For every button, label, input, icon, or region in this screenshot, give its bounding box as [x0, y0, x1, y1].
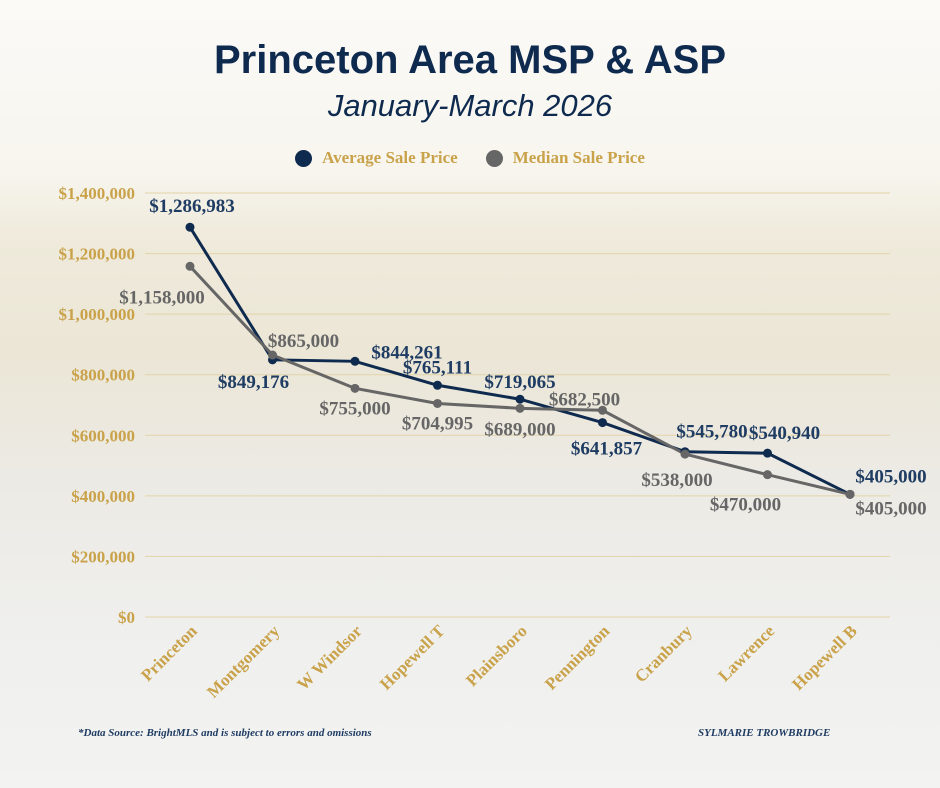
data-point — [598, 418, 607, 428]
legend-marker-asp — [295, 149, 313, 167]
legend-label-msp: Median Sale Price — [512, 148, 645, 167]
data-point — [185, 261, 195, 271]
legend-item-msp: Median Sale Price — [485, 148, 645, 168]
y-tick-label: $400,000 — [71, 487, 135, 506]
data-point — [350, 383, 360, 393]
data-label: $689,000 — [484, 419, 555, 440]
data-point — [185, 222, 195, 232]
data-point — [680, 449, 690, 459]
y-tick-label: $1,400,000 — [59, 184, 136, 203]
data-label: $755,000 — [319, 398, 390, 419]
y-tick-label: $0 — [118, 608, 135, 627]
data-label: $682,500 — [549, 389, 620, 410]
author-credit: SYLMARIE TROWBRIDGE — [698, 727, 831, 739]
x-tick-label: Lawrence — [714, 621, 778, 685]
data-label: $540,940 — [749, 423, 820, 444]
y-tick-label: $800,000 — [71, 366, 135, 385]
data-label: $849,176 — [218, 372, 289, 393]
legend: Average Sale Price Median Sale Price — [0, 148, 940, 168]
y-tick-label: $200,000 — [71, 547, 135, 566]
y-tick-label: $600,000 — [71, 426, 135, 445]
data-label: $405,000 — [855, 498, 926, 519]
data-label: $704,995 — [402, 413, 473, 434]
data-point — [515, 394, 525, 404]
data-point — [433, 380, 442, 390]
legend-marker-msp — [485, 149, 503, 167]
legend-label-asp: Average Sale Price — [322, 148, 458, 167]
x-tick-label: Princeton — [137, 621, 201, 685]
legend-item-asp: Average Sale Price — [295, 148, 458, 168]
data-point — [433, 398, 442, 408]
data-point — [350, 356, 360, 366]
data-label: $1,286,983 — [149, 196, 235, 217]
data-label: $545,780 — [676, 422, 747, 443]
data-point — [598, 405, 607, 415]
data-label: $538,000 — [641, 470, 712, 491]
y-tick-label: $1,000,000 — [59, 305, 136, 324]
data-label: $844,261 — [371, 342, 442, 363]
data-label: $405,000 — [855, 466, 926, 487]
data-point — [763, 470, 772, 480]
data-point — [515, 403, 525, 413]
y-tick-label: $1,200,000 — [59, 245, 136, 264]
data-label: $470,000 — [710, 495, 781, 516]
x-tick-label: Cranbury — [631, 621, 696, 686]
data-label: $765,111 — [403, 357, 472, 378]
x-tick-label: Pennington — [541, 621, 614, 694]
x-tick-label: Montgomery — [203, 621, 284, 702]
x-tick-label: Hopewell T — [376, 621, 449, 694]
chart-subtitle: January-March 2026 — [327, 88, 613, 123]
data-label: $1,158,000 — [119, 287, 205, 308]
x-tick-label: W Windsor — [293, 621, 366, 694]
x-tick-label: Plainsboro — [462, 621, 531, 690]
data-point — [845, 489, 855, 499]
data-point — [268, 350, 277, 360]
data-label: $719,065 — [484, 372, 555, 393]
data-source-note: *Data Source: BrightMLS and is subject t… — [78, 727, 372, 739]
data-label: $865,000 — [268, 331, 339, 352]
data-label: $641,857 — [571, 439, 643, 460]
chart-title: Princeton Area MSP & ASP — [214, 38, 726, 82]
x-tick-label: Hopewell B — [788, 621, 861, 694]
data-point — [763, 448, 772, 458]
